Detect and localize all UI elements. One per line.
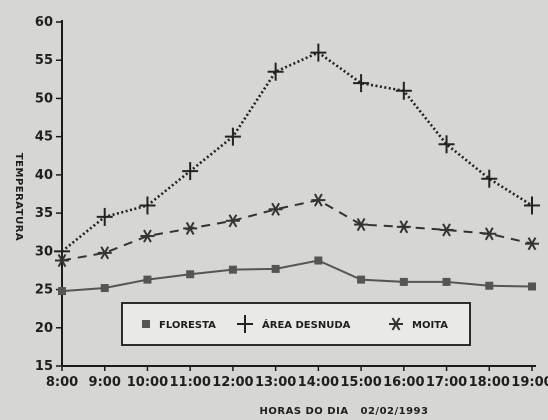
data-point-floresta bbox=[186, 270, 195, 279]
x-tick-label: 14:00 bbox=[298, 375, 339, 390]
series-line-moita bbox=[61, 199, 533, 262]
data-point-floresta bbox=[228, 265, 237, 274]
asterisk-marker-stroke bbox=[100, 246, 110, 260]
asterisk-marker-stroke bbox=[57, 253, 67, 268]
data-point-floresta bbox=[143, 275, 152, 284]
series-floresta bbox=[58, 256, 536, 296]
x-tick-label: 18:00 bbox=[469, 375, 510, 390]
data-point-floresta bbox=[314, 256, 323, 265]
series-area-desnuda bbox=[54, 43, 540, 261]
x-tick-label: 10:00 bbox=[127, 375, 168, 390]
data-point-area-desnuda bbox=[96, 207, 113, 226]
x-axis-title: HORAS DO DIA 02/02/1993 bbox=[260, 406, 429, 417]
asterisk-marker-stroke bbox=[442, 223, 451, 237]
y-tick-label: 35 bbox=[35, 206, 53, 221]
asterisk-marker-stroke bbox=[527, 237, 537, 251]
asterisk-marker-stroke bbox=[228, 214, 238, 228]
asterisk-marker-stroke bbox=[271, 202, 281, 216]
x-tick-label: 11:00 bbox=[169, 375, 210, 390]
y-tick-label: 55 bbox=[35, 53, 53, 68]
legend: FLORESTA ÁREA DESNUDA MOITA bbox=[121, 302, 471, 346]
asterisk-marker-stroke bbox=[399, 220, 409, 234]
data-point-moita bbox=[268, 202, 283, 216]
data-point-moita bbox=[140, 229, 155, 243]
data-point-area-desnuda bbox=[395, 81, 412, 100]
y-axis-title: TEMPERATURA bbox=[13, 153, 24, 241]
data-point-moita bbox=[97, 246, 112, 260]
asterisk-marker-stroke bbox=[484, 227, 494, 241]
data-point-moita bbox=[225, 214, 240, 228]
data-point-area-desnuda bbox=[267, 62, 284, 81]
legend-label: ÁREA DESNUDA bbox=[262, 318, 351, 331]
data-point-floresta bbox=[399, 277, 408, 286]
x-tick-label: 15:00 bbox=[340, 375, 381, 390]
data-point-floresta bbox=[442, 277, 451, 286]
data-point-moita bbox=[396, 220, 411, 234]
data-point-area-desnuda bbox=[524, 196, 540, 215]
data-point-floresta bbox=[271, 264, 280, 273]
data-point-moita bbox=[482, 227, 497, 241]
series-layer bbox=[54, 43, 540, 296]
series-line-area-desnuda bbox=[61, 51, 533, 253]
data-point-floresta bbox=[100, 284, 109, 293]
asterisk-marker-stroke bbox=[391, 317, 401, 331]
data-point-moita bbox=[525, 237, 539, 251]
y-tick-label: 25 bbox=[35, 283, 53, 298]
y-tick-label: 45 bbox=[35, 130, 53, 145]
axes: 15 20 25 30 35 40 45 50 55 60 8:00 9:00 10:00 11:00 12… bbox=[35, 15, 548, 390]
data-point-moita bbox=[439, 223, 454, 237]
data-point-area-desnuda bbox=[310, 43, 327, 62]
data-point-moita bbox=[55, 253, 69, 268]
data-point-floresta bbox=[485, 281, 494, 290]
data-point-area-desnuda bbox=[353, 74, 370, 93]
asterisk-marker-stroke bbox=[143, 229, 152, 243]
x-tick-label: 8:00 bbox=[46, 375, 78, 390]
x-tick-label: 19:00 bbox=[511, 375, 548, 390]
data-point-floresta bbox=[528, 282, 536, 291]
asterisk-marker-stroke bbox=[185, 221, 195, 235]
legend-marker bbox=[237, 315, 253, 333]
data-point-moita bbox=[183, 221, 198, 235]
y-tick-label: 15 bbox=[35, 359, 53, 374]
data-point-moita bbox=[311, 193, 326, 207]
data-point-area-desnuda bbox=[182, 162, 199, 181]
legend-label: FLORESTA bbox=[159, 320, 216, 331]
y-tick-label: 30 bbox=[35, 244, 53, 259]
legend-box bbox=[121, 302, 471, 346]
y-tick-label: 20 bbox=[35, 321, 53, 336]
data-point-floresta bbox=[58, 287, 66, 296]
data-point-moita bbox=[354, 218, 369, 232]
data-point-floresta bbox=[357, 275, 366, 284]
data-point-area-desnuda bbox=[481, 169, 498, 188]
legend-label: MOITA bbox=[412, 320, 448, 331]
x-tick-label: 13:00 bbox=[255, 375, 296, 390]
data-point-area-desnuda bbox=[224, 127, 241, 146]
x-tick-label: 9:00 bbox=[89, 375, 121, 390]
data-point-area-desnuda bbox=[139, 196, 156, 215]
series-line-floresta bbox=[61, 259, 533, 293]
series-moita bbox=[55, 193, 539, 268]
data-point-area-desnuda bbox=[438, 135, 455, 154]
asterisk-marker-stroke bbox=[356, 218, 366, 232]
y-tick-label: 40 bbox=[35, 168, 53, 183]
legend-marker bbox=[389, 317, 403, 331]
x-tick-label: 16:00 bbox=[383, 375, 424, 390]
x-tick-label: 12:00 bbox=[212, 375, 253, 390]
data-point-area-desnuda bbox=[54, 242, 70, 261]
legend-marker bbox=[142, 320, 150, 328]
x-tick-label: 17:00 bbox=[426, 375, 467, 390]
asterisk-marker-stroke bbox=[313, 193, 323, 207]
y-tick-label: 50 bbox=[35, 91, 53, 106]
y-tick-label: 60 bbox=[35, 15, 53, 30]
